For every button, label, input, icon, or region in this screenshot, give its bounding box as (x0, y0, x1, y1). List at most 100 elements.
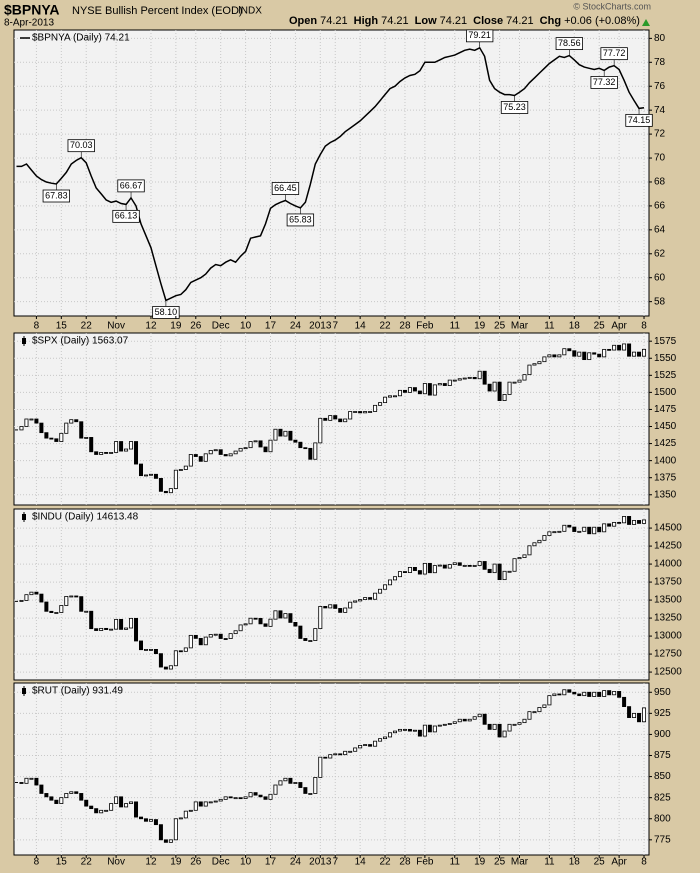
plot-area (13, 508, 650, 681)
y-tick-label: 14000 (654, 559, 682, 570)
candle (148, 649, 153, 651)
candle (527, 711, 532, 720)
date: 8-Apr-2013 (4, 18, 54, 29)
y-tick-label: 950 (654, 687, 671, 698)
candle (368, 744, 373, 747)
y-tick-label: 1450 (654, 421, 677, 432)
y-tick-label: 60 (654, 272, 666, 283)
x-tick-label: Dec (212, 321, 230, 332)
candle (64, 793, 69, 799)
candle (348, 750, 353, 753)
quote-value: 74.21 (440, 15, 468, 27)
x-tick-label: Feb (416, 857, 434, 868)
candle (467, 564, 472, 567)
value-label: 75.23 (500, 101, 529, 114)
candle (248, 792, 253, 798)
candle (447, 379, 452, 386)
candle (353, 747, 358, 752)
candle (447, 564, 452, 569)
candle (447, 723, 452, 725)
x-tick-label: 11 (544, 857, 555, 868)
candle (338, 418, 343, 423)
candle (19, 426, 24, 431)
candle (308, 447, 313, 460)
quote-value: 74.21 (320, 15, 348, 27)
candle (547, 531, 552, 536)
candle (153, 819, 158, 826)
candle (392, 576, 397, 581)
x-tick-label: 17 (265, 857, 277, 868)
candle (517, 722, 522, 725)
candle (388, 732, 393, 738)
candle (637, 520, 642, 524)
candle (213, 449, 218, 452)
candle (407, 566, 412, 573)
candle (333, 415, 338, 420)
candle (637, 712, 642, 723)
candle (527, 545, 532, 556)
y-tick-label: 66 (654, 201, 666, 212)
value-label-text: 58.10 (155, 307, 178, 317)
x-tick-label: Nov (107, 321, 125, 332)
candle (417, 390, 422, 395)
candle (557, 354, 562, 358)
y-tick-label: 1425 (654, 438, 677, 449)
candle (273, 428, 278, 441)
candle (522, 554, 527, 559)
value-label-text: 65.83 (289, 214, 312, 224)
candle (607, 523, 612, 527)
candle (233, 630, 238, 635)
line (16, 46, 645, 302)
candle (293, 439, 298, 443)
candle (637, 351, 642, 357)
value-label: 77.32 (590, 76, 618, 89)
x-tick-label: 12 (145, 857, 157, 868)
candle (427, 383, 432, 396)
candle (148, 473, 153, 476)
candle (537, 707, 542, 713)
candle (89, 610, 94, 630)
candle (39, 593, 44, 603)
x-tick-label: 14 (355, 857, 367, 868)
candle (572, 691, 577, 695)
x-tick-label: 2013 (309, 857, 332, 868)
candle (587, 526, 592, 535)
candle (188, 634, 193, 649)
candle (457, 718, 462, 723)
x-tick-label: 25 (594, 321, 606, 332)
candle (318, 417, 323, 444)
y-tick-label: 875 (654, 750, 671, 761)
x-tick-label: 19 (474, 857, 486, 868)
candle (243, 796, 248, 799)
x-tick-label: 11 (450, 321, 461, 332)
candle (233, 450, 238, 455)
candle (477, 370, 482, 380)
candle (173, 469, 178, 490)
candle (223, 454, 228, 457)
candle (54, 612, 59, 614)
candle (114, 796, 119, 804)
candle (243, 623, 248, 626)
candle (213, 633, 218, 636)
candle (313, 777, 318, 794)
y-tick-label: 1375 (654, 472, 677, 483)
candle (497, 563, 502, 581)
candle (119, 441, 124, 452)
candle (417, 570, 422, 575)
candle (109, 452, 114, 454)
candle (124, 448, 129, 452)
candle (602, 523, 607, 533)
candle (19, 600, 24, 602)
candle (397, 389, 402, 397)
candle (183, 810, 188, 819)
candle (602, 348, 607, 358)
candle (138, 463, 143, 477)
candle (84, 799, 89, 807)
candle (218, 633, 223, 639)
candle (44, 793, 49, 798)
candle (99, 452, 104, 455)
candle (24, 777, 29, 784)
candle (632, 712, 637, 718)
candle (203, 801, 208, 807)
candle (178, 650, 183, 653)
